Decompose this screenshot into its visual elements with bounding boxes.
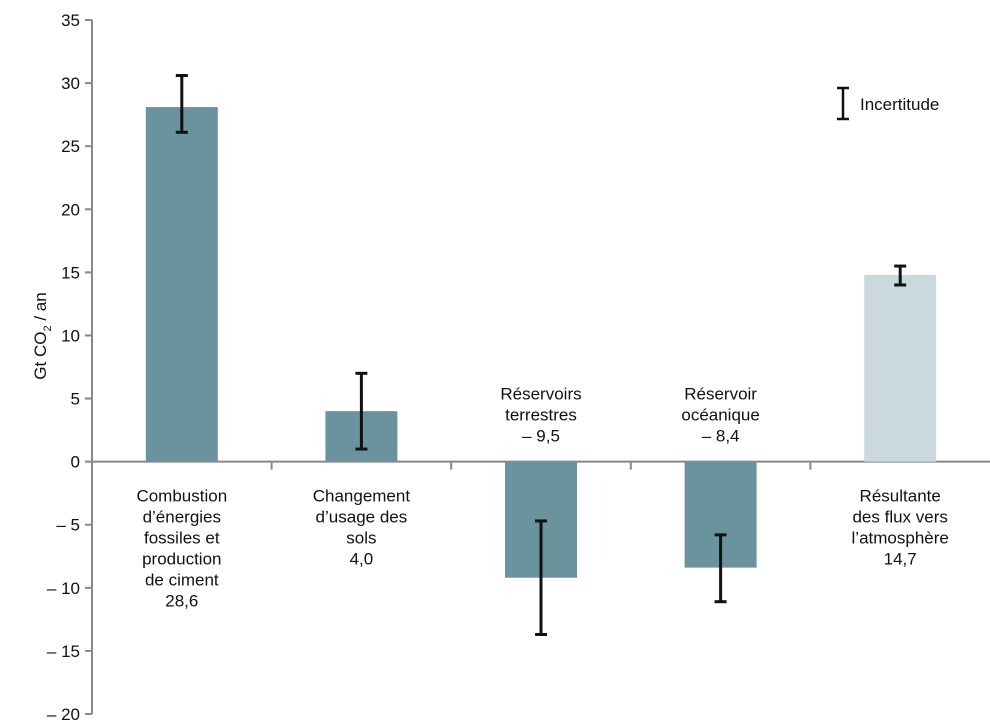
category-label-ocean: océanique bbox=[681, 406, 759, 425]
bar-net bbox=[864, 274, 937, 462]
category-label-ocean: – 8,4 bbox=[702, 427, 740, 446]
y-tick-label: 0 bbox=[71, 453, 80, 472]
category-label-landuse: 4,0 bbox=[350, 550, 374, 569]
category-label-net: des flux vers bbox=[852, 508, 947, 527]
y-tick-label: 25 bbox=[61, 137, 80, 156]
bar-fossil bbox=[145, 107, 218, 462]
y-tick-label: 30 bbox=[61, 74, 80, 93]
y-tick-label: – 5 bbox=[56, 516, 80, 535]
category-label-net: 14,7 bbox=[884, 550, 917, 569]
y-axis-title-main: Gt CO bbox=[31, 332, 50, 380]
y-tick-label: 15 bbox=[61, 263, 80, 282]
category-label-landuse: Changement bbox=[313, 487, 411, 506]
category-label-fossil: Combustion bbox=[136, 487, 227, 506]
category-label-fossil: production bbox=[142, 550, 221, 569]
category-label-landuse: d’usage des bbox=[316, 508, 408, 527]
category-label-ocean: Réservoir bbox=[684, 385, 757, 404]
category-label-landuse: sols bbox=[346, 529, 376, 548]
category-label-terrestrial: Réservoirs bbox=[500, 385, 581, 404]
y-tick-label: – 10 bbox=[47, 579, 80, 598]
category-label-fossil: 28,6 bbox=[165, 592, 198, 611]
category-label-fossil: fossiles et bbox=[144, 529, 220, 548]
y-tick-label: 5 bbox=[71, 390, 80, 409]
category-label-fossil: d’énergies bbox=[143, 508, 221, 527]
category-label-net: Résultante bbox=[860, 487, 941, 506]
y-tick-label: 35 bbox=[61, 11, 80, 30]
y-tick-label: – 20 bbox=[47, 705, 80, 722]
category-label-terrestrial: terrestres bbox=[505, 406, 577, 425]
y-axis-title-tail: / an bbox=[31, 292, 50, 325]
bars bbox=[145, 107, 937, 578]
y-axis-title: Gt CO2 / an bbox=[31, 292, 54, 379]
category-label-fossil: de ciment bbox=[145, 571, 219, 590]
y-tick-label: 10 bbox=[61, 326, 80, 345]
legend: Incertitude bbox=[837, 86, 939, 121]
category-label-net: l’atmosphère bbox=[852, 529, 949, 548]
category-labels: Combustion d’énergies fossiles et productio… bbox=[136, 385, 948, 611]
legend-label: Incertitude bbox=[860, 95, 939, 114]
error-bars bbox=[175, 74, 907, 637]
y-axis-title-sub: 2 bbox=[42, 325, 54, 331]
y-tick-label: – 15 bbox=[47, 642, 80, 661]
y-axis: 35 30 25 20 15 10 5 0 – 5 – 10 – 15 – 20 bbox=[47, 11, 93, 722]
y-tick-label: 20 bbox=[61, 200, 80, 219]
category-label-terrestrial: – 9,5 bbox=[522, 427, 560, 446]
